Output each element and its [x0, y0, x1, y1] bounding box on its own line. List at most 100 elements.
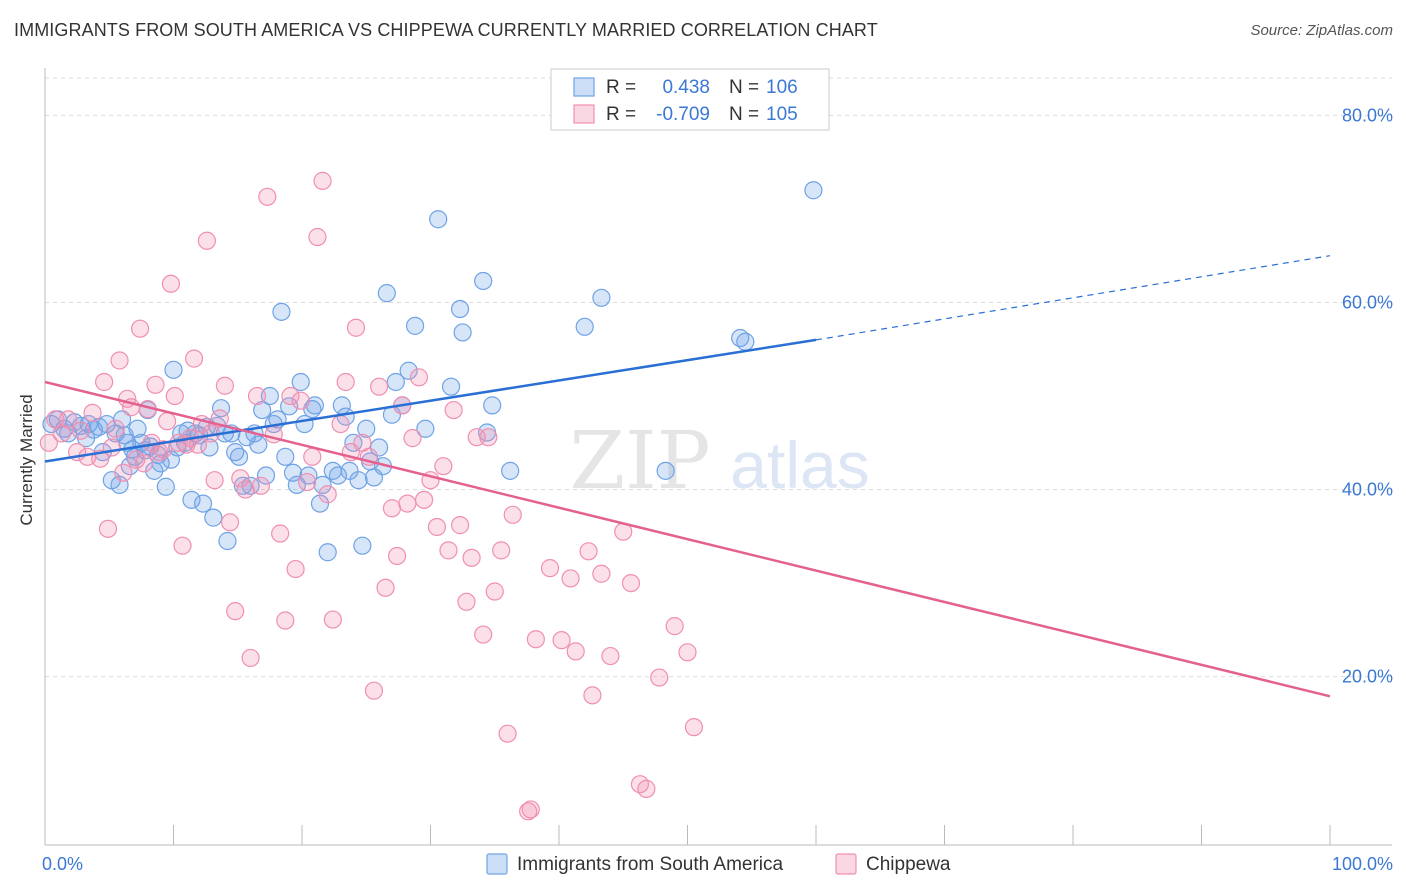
data-point	[386, 372, 405, 392]
data-point	[592, 564, 611, 583]
data-point	[146, 375, 165, 394]
data-point	[364, 681, 384, 700]
data-point	[665, 617, 684, 636]
data-point	[106, 419, 125, 438]
data-point	[156, 477, 175, 496]
data-point	[427, 517, 447, 537]
data-point	[298, 472, 317, 492]
data-point	[405, 316, 425, 335]
data-point	[161, 274, 181, 293]
data-point	[241, 648, 260, 668]
data-point	[474, 625, 493, 644]
data-point	[346, 318, 366, 337]
data-point	[204, 508, 223, 527]
data-point	[403, 429, 422, 448]
legend-swatch	[835, 853, 857, 875]
data-point	[305, 396, 324, 415]
data-point	[130, 319, 150, 338]
data-point	[318, 485, 337, 504]
stats-n-value: 106	[766, 77, 798, 98]
data-point	[583, 686, 602, 705]
stats-legend-box	[550, 68, 830, 131]
data-point	[229, 447, 249, 466]
data-point	[382, 499, 402, 518]
data-point	[353, 536, 372, 555]
data-point	[328, 466, 348, 485]
y-tick-label: 40.0%	[1342, 480, 1393, 500]
legend-label: Chippewa	[866, 854, 951, 875]
data-point	[102, 438, 121, 457]
data-point	[59, 410, 78, 429]
data-point	[331, 414, 350, 434]
data-point	[736, 332, 755, 351]
data-point	[291, 391, 310, 410]
legend-label: Immigrants from South America	[517, 854, 784, 875]
stats-n-label: N =	[729, 77, 759, 98]
legend-item-immigrants: Immigrants from South America	[486, 853, 784, 875]
data-point	[450, 516, 470, 535]
data-point	[501, 461, 520, 480]
data-point	[182, 490, 201, 509]
data-point	[231, 469, 250, 488]
data-point	[414, 490, 434, 509]
data-point	[310, 494, 330, 513]
data-point	[684, 718, 704, 737]
data-point	[197, 231, 217, 250]
data-point	[370, 438, 389, 457]
data-point	[71, 421, 91, 440]
data-point	[154, 440, 173, 459]
data-point	[409, 368, 429, 387]
data-point	[165, 386, 184, 406]
data-point	[552, 631, 571, 650]
data-point	[540, 559, 560, 578]
stats-r-value: -0.709	[656, 104, 710, 125]
data-point	[416, 419, 435, 438]
data-point	[434, 457, 453, 476]
stats-n-value: 105	[766, 104, 798, 125]
data-point	[200, 438, 219, 457]
data-point	[249, 435, 268, 454]
stats-r-value: 0.438	[662, 77, 710, 98]
data-point	[323, 610, 342, 629]
data-point	[247, 386, 267, 406]
data-point	[256, 466, 276, 485]
data-point	[286, 559, 305, 579]
y-tick-label: 20.0%	[1342, 667, 1393, 687]
data-point	[526, 630, 545, 649]
data-point	[592, 288, 611, 307]
data-point	[357, 419, 376, 438]
data-point	[318, 543, 337, 562]
data-point	[205, 471, 224, 490]
data-point	[83, 403, 102, 422]
data-point	[157, 412, 177, 431]
data-point	[164, 360, 183, 379]
stats-legend-swatch	[573, 104, 595, 124]
data-point	[566, 642, 585, 661]
data-point	[479, 428, 498, 447]
data-point	[253, 400, 272, 420]
data-point	[308, 227, 327, 247]
data-point	[260, 386, 279, 406]
data-point	[236, 480, 255, 499]
stats-legend-swatch	[573, 77, 595, 97]
data-point	[218, 531, 237, 551]
data-point	[561, 569, 580, 588]
data-point	[215, 376, 234, 395]
data-point	[387, 546, 407, 566]
data-point	[220, 513, 240, 532]
stats-r-label: R =	[606, 77, 636, 98]
legend-item-chippewa: Chippewa	[835, 853, 951, 875]
data-point	[276, 447, 295, 466]
data-point	[399, 361, 418, 380]
data-point	[184, 349, 204, 368]
data-point	[398, 494, 417, 513]
data-point	[114, 463, 133, 482]
trendline-blue	[44, 338, 817, 463]
source-label: Source: ZipAtlas.com	[1250, 22, 1393, 39]
data-point	[804, 181, 823, 200]
chart-title: IMMIGRANTS FROM SOUTH AMERICA VS CHIPPEW…	[14, 20, 878, 40]
data-point	[128, 419, 147, 438]
trendline-blue-extension	[815, 255, 1331, 341]
data-point	[621, 573, 641, 593]
